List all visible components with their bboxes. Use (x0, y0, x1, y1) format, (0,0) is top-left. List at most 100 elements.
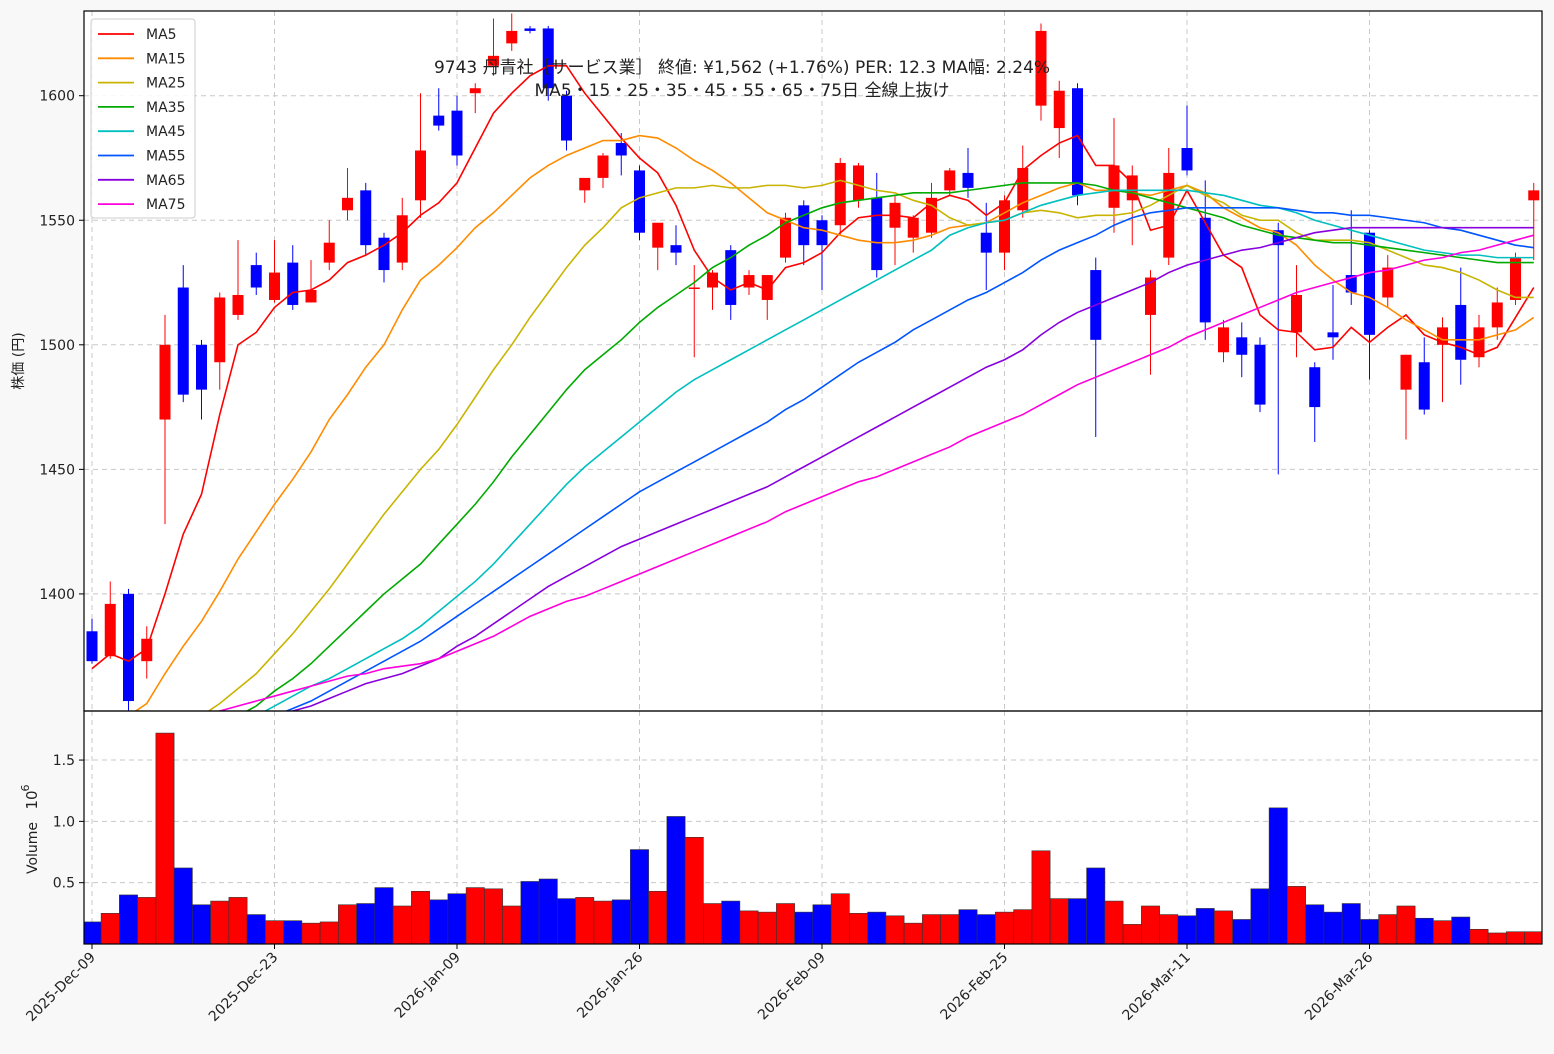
volume-scale-base: 10 (23, 790, 41, 809)
volume-bar (173, 867, 193, 944)
legend-box (90, 18, 196, 219)
volume-bar (721, 900, 741, 944)
volume-bar (794, 911, 814, 944)
candle-body (177, 287, 189, 395)
candle-body (305, 290, 317, 303)
volume-bar (192, 904, 211, 944)
volume-bar (1013, 909, 1033, 944)
volume-bar (1378, 914, 1398, 944)
candle-body (652, 222, 664, 248)
candle-body (670, 245, 682, 253)
candle-body (926, 197, 937, 233)
candle-body (342, 197, 353, 211)
candle-body (1254, 344, 1266, 405)
volume-bar (575, 897, 595, 944)
volume-bar (703, 903, 722, 944)
volume-bar (356, 903, 376, 944)
volume-bar (630, 849, 649, 944)
candle-body (542, 28, 554, 89)
volume-bar (958, 909, 978, 944)
legend-label-ma65: MA65 (146, 173, 185, 189)
volume-bar (1469, 928, 1489, 944)
candle-body (1163, 172, 1175, 258)
candle-body (561, 95, 572, 141)
volume-bar (666, 816, 686, 944)
volume-bar (301, 922, 321, 944)
ma-line-ma25 (207, 179, 1534, 711)
candle-body (415, 150, 426, 201)
volume-bar (484, 888, 503, 944)
volume-bar (830, 893, 850, 944)
candle-body (250, 265, 262, 288)
candle-body (780, 217, 791, 258)
candle-body (1291, 294, 1302, 333)
volume-bar (374, 887, 394, 944)
candle-body (214, 297, 226, 363)
candle-body (1108, 165, 1120, 208)
candle-body (798, 205, 810, 246)
candle-body (1364, 232, 1375, 335)
legend-label-ma45: MA45 (146, 124, 185, 140)
chart-title-line2: MA5・15・25・35・45・55・65・75日 全線上抜け (535, 81, 950, 101)
volume-bar (1177, 915, 1197, 944)
candle-body (980, 232, 992, 253)
candle-body (159, 344, 171, 420)
volume-bar (867, 911, 887, 944)
volume-bar (849, 913, 868, 944)
volume-bar (776, 903, 795, 944)
volume-bar (447, 893, 467, 944)
ma-line-ma65 (289, 226, 1534, 711)
volume-bar (210, 900, 230, 944)
price-ylabel: 株価 (円) (11, 332, 27, 389)
volume-bar (922, 914, 941, 944)
candle-body (871, 197, 883, 271)
candle-body (360, 190, 372, 246)
volume-bar (538, 878, 558, 944)
volume-bar (940, 914, 960, 944)
candle-body (287, 262, 299, 305)
volume-bar (976, 914, 996, 944)
volume-ytick-label: 1.0 (53, 814, 75, 830)
volume-bar (119, 894, 138, 944)
candle-body (1510, 257, 1521, 300)
volume-bar (520, 881, 540, 944)
legend-label-ma15: MA15 (146, 51, 185, 67)
candle-body (141, 638, 153, 662)
volume-bar (1268, 807, 1288, 944)
candle-body (104, 603, 116, 657)
candle-body (196, 344, 207, 390)
candle-body (1418, 362, 1430, 410)
volume-bar (1396, 905, 1416, 944)
candle-body (1345, 275, 1357, 293)
legend-label-ma5: MA5 (146, 27, 177, 43)
candle-body (1072, 88, 1083, 196)
price-panel (84, 11, 1542, 711)
candle-body (1400, 354, 1412, 390)
price-ytick-label: 1600 (39, 89, 75, 105)
candle-body (378, 237, 390, 271)
legend-label-ma35: MA35 (146, 100, 185, 116)
volume-bar (1451, 916, 1471, 944)
volume-bar (995, 911, 1014, 944)
candle-body (1035, 30, 1047, 106)
candle-body (1455, 304, 1467, 360)
volume-axes-frame (83, 710, 1543, 945)
candle-body (1053, 90, 1065, 129)
candle-body (1236, 337, 1248, 355)
candle-body (433, 115, 445, 126)
price-ytick-label: 1450 (39, 462, 75, 478)
grid-lines (84, 11, 1542, 944)
candle-body (1491, 302, 1503, 328)
volume-bar (1250, 888, 1270, 944)
candle-body (944, 170, 956, 191)
volume-bar (319, 921, 339, 944)
candle-body (323, 242, 335, 263)
volume-bar (283, 920, 303, 944)
volume-bar (903, 922, 923, 944)
legend: MA5 MA15 MA25 MA35 MA45 MA55 MA65 MA75 (90, 18, 196, 219)
volume-bar (812, 904, 832, 944)
candle-body (123, 593, 134, 702)
volume-bar (1487, 932, 1507, 944)
candle-body (1218, 327, 1229, 353)
candle-body (907, 217, 919, 238)
